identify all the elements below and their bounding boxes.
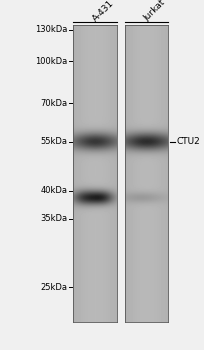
Text: 40kDa: 40kDa	[40, 186, 67, 195]
Text: CTU2: CTU2	[176, 137, 200, 146]
Text: 130kDa: 130kDa	[35, 25, 67, 34]
Text: 100kDa: 100kDa	[35, 57, 67, 66]
Text: 55kDa: 55kDa	[40, 137, 67, 146]
Text: A-431: A-431	[91, 0, 116, 23]
Text: 25kDa: 25kDa	[40, 282, 67, 292]
Text: Jurkat: Jurkat	[143, 0, 167, 23]
Text: 35kDa: 35kDa	[40, 214, 67, 223]
Text: 70kDa: 70kDa	[40, 99, 67, 108]
